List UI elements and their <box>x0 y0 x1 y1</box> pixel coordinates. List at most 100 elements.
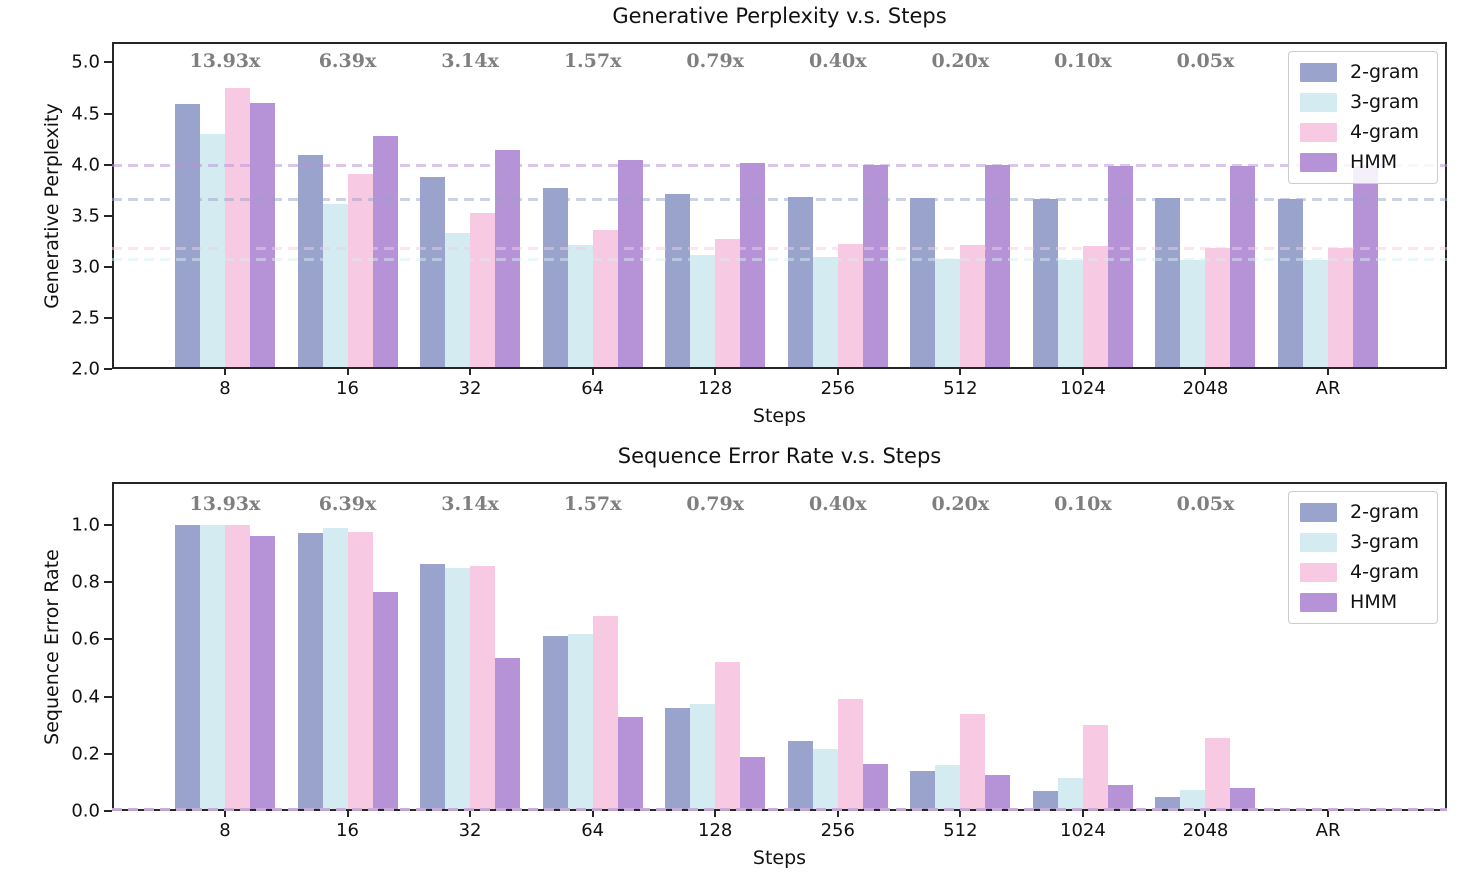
bar-HMM-1024 <box>1107 165 1133 369</box>
speedup-annotation: 0.40x <box>808 492 867 515</box>
speedup-annotation: 0.05x <box>1176 50 1235 73</box>
speedup-annotation: 6.39x <box>318 50 377 73</box>
bar-4-gram-32 <box>470 212 496 369</box>
legend-swatch-3-gram <box>1300 533 1338 552</box>
bar-HMM-256 <box>862 763 888 811</box>
y-tick-mark <box>104 61 112 64</box>
x-tick-label: AR <box>1315 378 1341 399</box>
speedup-annotation: 3.14x <box>441 492 499 515</box>
y-tick-mark <box>104 810 112 812</box>
baseline-dashed-line-HMM <box>112 164 1447 167</box>
bar-2-gram-512 <box>910 770 936 811</box>
y-tick-mark <box>104 368 112 370</box>
bar-4-gram-64 <box>592 230 618 369</box>
bar-4-gram-8 <box>224 524 250 811</box>
legend-item-2-gram: 2-gram <box>1300 501 1419 524</box>
bar-HMM-1024 <box>1107 785 1133 811</box>
bar-4-gram-1024 <box>1082 725 1108 811</box>
chart-title: Sequence Error Rate v.s. Steps <box>617 444 942 468</box>
y-tick-mark <box>104 112 112 115</box>
y-tick-mark <box>104 752 112 755</box>
x-tick-mark <box>1327 811 1330 817</box>
y-tick-label: 2.0 <box>71 358 100 380</box>
x-tick-label: 32 <box>458 378 482 399</box>
bar-4-gram-64 <box>592 616 618 811</box>
bar-3-gram-1024 <box>1057 259 1083 369</box>
bar-4-gram-256 <box>837 244 863 369</box>
plot-area: 13.93x 6.39x 3.14x 1.57x 0.79x 0.40x 0.20x 0.10… <box>112 482 1447 811</box>
bar-HMM-64 <box>617 159 643 369</box>
y-tick-mark <box>104 695 112 698</box>
x-tick-label: 128 <box>698 378 733 399</box>
legend-label: 2-gram <box>1350 61 1419 83</box>
bar-4-gram-AR <box>1328 248 1354 369</box>
bar-4-gram-32 <box>470 566 496 811</box>
bar-2-gram-128 <box>665 194 691 369</box>
bar-HMM-32 <box>495 657 521 811</box>
legend-item-3-gram: 3-gram <box>1300 531 1419 554</box>
x-tick-mark <box>591 811 594 817</box>
y-tick-label: 0.4 <box>71 686 100 708</box>
speedup-annotation: 0.20x <box>931 50 990 73</box>
bar-4-gram-2048 <box>1205 738 1231 811</box>
x-tick-label: 2048 <box>1182 820 1229 841</box>
bar-3-gram-8 <box>199 524 225 811</box>
legend-swatch-2-gram <box>1300 63 1338 82</box>
bar-3-gram-8 <box>199 133 225 369</box>
x-tick-mark <box>1081 811 1084 817</box>
x-tick-mark <box>1081 369 1084 375</box>
chart-title: Generative Perplexity v.s. Steps <box>612 4 947 28</box>
bar-2-gram-8 <box>174 524 200 811</box>
bar-HMM-256 <box>862 164 888 369</box>
legend-label: 3-gram <box>1350 91 1419 113</box>
bar-HMM-128 <box>740 162 766 369</box>
bar-2-gram-32 <box>420 176 446 369</box>
x-tick-label: 16 <box>336 378 359 399</box>
bar-HMM-512 <box>985 164 1011 369</box>
bar-2-gram-64 <box>542 188 568 369</box>
bar-HMM-16 <box>372 592 398 811</box>
speedup-annotation: 0.40x <box>808 50 867 73</box>
y-tick-mark <box>104 163 112 166</box>
bar-2-gram-AR <box>1278 199 1304 369</box>
y-tick-label: 0.2 <box>71 743 100 765</box>
bar-HMM-8 <box>249 103 275 369</box>
x-tick-mark <box>1204 369 1207 375</box>
speedup-annotation: 0.79x <box>686 492 745 515</box>
x-tick-label: 16 <box>336 820 359 841</box>
speedup-annotation: 0.10x <box>1054 50 1112 73</box>
bar-3-gram-32 <box>445 567 471 811</box>
legend-label: 3-gram <box>1350 531 1419 553</box>
bar-4-gram-512 <box>960 713 986 811</box>
x-tick-mark <box>1204 811 1207 817</box>
bar-HMM-128 <box>740 756 766 811</box>
x-tick-mark <box>714 369 717 375</box>
bar-HMM-2048 <box>1230 788 1256 811</box>
x-tick-mark <box>469 811 472 817</box>
legend-item-HMM: HMM <box>1300 151 1419 174</box>
legend-label: HMM <box>1350 151 1398 173</box>
legend-item-4-gram: 4-gram <box>1300 121 1419 144</box>
y-tick-label: 0.8 <box>71 571 100 593</box>
bar-4-gram-1024 <box>1082 246 1108 369</box>
bar-3-gram-128 <box>690 254 716 369</box>
y-tick-label: 5.0 <box>71 51 100 73</box>
speedup-annotation: 3.14x <box>441 50 499 73</box>
bar-3-gram-1024 <box>1057 778 1083 811</box>
bar-2-gram-256 <box>787 197 813 369</box>
legend-swatch-3-gram <box>1300 93 1338 112</box>
bar-2-gram-512 <box>910 198 936 369</box>
plot-area: 13.93x 6.39x 3.14x 1.57x 0.79x 0.40x 0.20x 0.10… <box>112 42 1447 369</box>
bar-3-gram-16 <box>322 204 348 369</box>
y-tick-mark <box>104 316 112 319</box>
speedup-annotation: 13.93x <box>189 50 261 73</box>
x-tick-label: 256 <box>820 820 855 841</box>
baseline-dashed-line-HMM <box>112 808 1447 811</box>
x-tick-label: AR <box>1315 820 1341 841</box>
y-tick-mark <box>104 638 112 641</box>
x-tick-mark <box>346 369 349 375</box>
speedup-annotation: 6.39x <box>318 492 377 515</box>
x-tick-mark <box>346 811 349 817</box>
x-tick-label: 1024 <box>1060 378 1106 399</box>
y-tick-label: 0.6 <box>71 628 100 650</box>
